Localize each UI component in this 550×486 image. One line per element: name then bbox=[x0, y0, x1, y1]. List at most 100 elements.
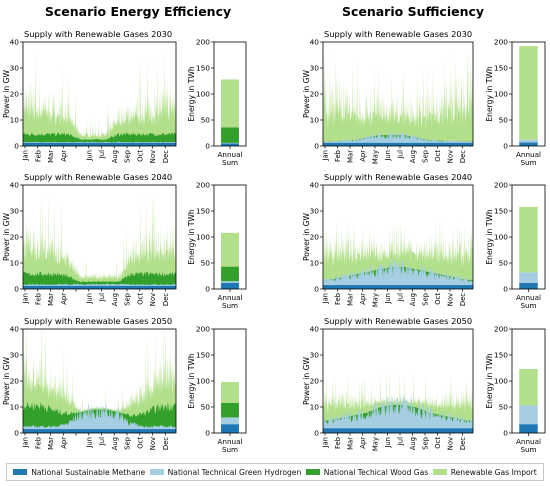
series-area-import bbox=[23, 191, 176, 289]
y-tick-label: 40 bbox=[310, 181, 320, 190]
energy-bar-import bbox=[519, 369, 538, 406]
y-tick-label: 30 bbox=[10, 207, 20, 216]
energy-y-axis-label: Energy in TWh bbox=[485, 209, 494, 264]
energy-x-tick-label: Sum bbox=[222, 445, 238, 454]
x-tick-label: Apr bbox=[60, 437, 68, 449]
x-tick-label: Jul bbox=[98, 293, 106, 302]
legend-swatch-wood bbox=[305, 469, 320, 475]
energy-bar-import bbox=[221, 232, 239, 267]
x-tick-label: Dec bbox=[459, 150, 467, 163]
x-tick-label: Dec bbox=[162, 437, 170, 450]
legend-item-import: Renewable Gas Import bbox=[432, 468, 537, 477]
x-tick-label: Oct bbox=[434, 437, 442, 449]
x-tick-label: Jul bbox=[98, 437, 106, 446]
energy-y-tick-label: 150 bbox=[196, 64, 210, 73]
x-tick-label: Jun bbox=[85, 150, 93, 162]
y-tick-label: 40 bbox=[10, 181, 20, 190]
series-area-hydrogen bbox=[323, 393, 473, 433]
x-tick-label: Apr bbox=[359, 293, 367, 305]
scenario-column: Scenario Energy Efficiency Supply with Re… bbox=[2, 4, 247, 454]
x-tick-label: Aug bbox=[409, 150, 417, 163]
x-tick-label: Feb bbox=[334, 437, 342, 449]
energy-y-tick-label: 0 bbox=[205, 429, 210, 438]
x-tick-label: Feb bbox=[334, 150, 342, 162]
x-tick-label: Apr bbox=[359, 150, 367, 162]
x-tick-label: Jul bbox=[397, 150, 405, 159]
y-tick-label: 30 bbox=[310, 351, 320, 360]
plot-area bbox=[23, 329, 176, 433]
energy-bar-hydrogen bbox=[519, 272, 538, 283]
y-tick-label: 20 bbox=[310, 90, 320, 99]
energy-y-tick-label: 50 bbox=[499, 403, 509, 412]
energy-y-tick-label: 50 bbox=[201, 403, 211, 412]
energy-y-tick-label: 100 bbox=[196, 377, 210, 386]
x-tick-label: Mar bbox=[347, 293, 355, 306]
energy-y-tick-label: 100 bbox=[494, 233, 508, 242]
panel-subtitle: Supply with Renewable Gases 2030 bbox=[24, 29, 172, 39]
y-axis-label: Power in GW bbox=[302, 212, 311, 261]
y-tick-label: 30 bbox=[10, 351, 20, 360]
x-tick-label: Jun bbox=[384, 293, 392, 305]
x-tick-label: Feb bbox=[334, 293, 342, 305]
x-tick-label: Dec bbox=[459, 437, 467, 450]
energy-bar-methane bbox=[519, 424, 538, 433]
legend-item-methane: National Sustainable Methane bbox=[13, 468, 145, 477]
power-timeseries-panel: Supply with Renewable Gases 2040 0 10 20 30 4… bbox=[302, 172, 474, 307]
energy-bar-methane bbox=[221, 143, 239, 146]
panel-subtitle: Supply with Renewable Gases 2030 bbox=[324, 29, 472, 39]
x-tick-label: Oct bbox=[434, 293, 442, 305]
y-tick-label: 20 bbox=[10, 90, 20, 99]
y-tick-label: 0 bbox=[314, 429, 319, 438]
power-timeseries-panel: Supply with Renewable Gases 2050 0 10 20 30 4… bbox=[2, 316, 177, 450]
energy-y-tick-label: 200 bbox=[196, 38, 210, 47]
energy-y-tick-label: 150 bbox=[494, 207, 508, 216]
x-tick-label: Jan bbox=[322, 150, 330, 161]
legend-label: National Sustainable Methane bbox=[31, 467, 146, 477]
y-axis-label: Power in GW bbox=[2, 69, 11, 118]
x-tick-label: Sep bbox=[422, 437, 430, 450]
panel-subtitle: Supply with Renewable Gases 2050 bbox=[24, 316, 172, 326]
legend-label: National Technical Green Hydrogen bbox=[167, 467, 302, 477]
x-tick-label: Dec bbox=[459, 293, 467, 306]
y-tick-label: 30 bbox=[310, 207, 320, 216]
legend-swatch-hydrogen bbox=[149, 469, 164, 475]
x-tick-label: Jul bbox=[397, 437, 405, 446]
x-tick-label: Sep bbox=[124, 437, 132, 450]
energy-y-tick-label: 50 bbox=[499, 116, 509, 125]
y-axis-label: Power in GW bbox=[2, 356, 11, 405]
x-tick-label: Dec bbox=[162, 150, 170, 163]
x-tick-label: Apr bbox=[60, 293, 68, 305]
x-tick-label: Mar bbox=[47, 293, 55, 306]
y-tick-label: 0 bbox=[14, 142, 19, 151]
series-area-hydrogen bbox=[323, 131, 473, 146]
energy-y-tick-label: 200 bbox=[494, 181, 508, 190]
energy-y-tick-label: 100 bbox=[494, 90, 508, 99]
panel-subtitle: Supply with Renewable Gases 2040 bbox=[324, 172, 472, 182]
legend-swatch-import bbox=[432, 469, 447, 475]
x-tick-label: Jun bbox=[85, 293, 93, 305]
energy-y-tick-label: 0 bbox=[503, 429, 508, 438]
legend: National Sustainable Methane National Te… bbox=[6, 463, 544, 481]
y-tick-label: 30 bbox=[10, 64, 20, 73]
x-tick-label: Nov bbox=[447, 293, 455, 306]
plot-area bbox=[23, 51, 176, 146]
energy-y-axis-label: Energy in TWh bbox=[187, 353, 196, 408]
y-tick-label: 10 bbox=[310, 116, 320, 125]
x-tick-label: Sep bbox=[422, 150, 430, 163]
energy-bar-methane bbox=[221, 424, 239, 433]
x-tick-label: May bbox=[372, 437, 380, 451]
power-timeseries-panel: Supply with Renewable Gases 2030 0 10 20 30 4… bbox=[302, 29, 474, 164]
energy-y-tick-label: 50 bbox=[499, 259, 509, 268]
energy-x-tick-label: Annual bbox=[516, 437, 541, 446]
energy-x-tick-label: Sum bbox=[520, 445, 536, 454]
energy-bar-wood bbox=[221, 127, 239, 143]
scenario-title: Scenario Sufficiency bbox=[342, 4, 484, 19]
scenario-column: Scenario Sufficiency Supply with Renewabl… bbox=[302, 4, 546, 454]
energy-y-tick-label: 200 bbox=[196, 181, 210, 190]
series-area-hydrogen bbox=[323, 257, 473, 289]
x-tick-label: May bbox=[372, 293, 380, 307]
x-tick-label: Jun bbox=[85, 437, 93, 449]
energy-x-tick-label: Annual bbox=[218, 293, 243, 302]
